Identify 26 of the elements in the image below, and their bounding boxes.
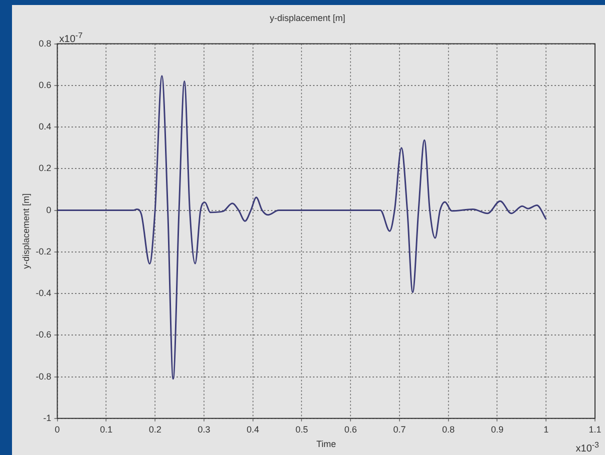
- line-series: [57, 75, 547, 380]
- y-tick-label: 0.4: [38, 122, 52, 132]
- y-tick-label: 0.8: [38, 38, 52, 48]
- y-tick-label: -0.4: [36, 288, 52, 298]
- y-tick-label: 0.6: [38, 80, 52, 90]
- x-axis-title: Time: [316, 439, 336, 450]
- x-tick-label: 0.8: [442, 424, 455, 434]
- x-tick-label: 0.3: [198, 424, 210, 434]
- x-tick-label: 0.1: [100, 424, 112, 434]
- y-tick-label: -0.2: [36, 246, 52, 256]
- x-tick-label: 1: [544, 424, 549, 434]
- x-tick-label: 1.1: [588, 424, 602, 434]
- y-tick-label: -0.8: [36, 371, 52, 382]
- chart-title: y-displacement [m]: [270, 12, 346, 23]
- x-tick-label: 0.2: [148, 424, 162, 434]
- y-tick-label: -1: [43, 412, 52, 423]
- x-tick-label: 0: [54, 424, 60, 434]
- x-tick-label: 0.6: [344, 424, 357, 434]
- x-tick-label: 0.9: [490, 424, 504, 434]
- x-tick-label: 0.7: [393, 424, 406, 434]
- x-tick-label: 0.5: [295, 424, 308, 434]
- y-axis-title: y-displacement [m]: [20, 193, 31, 269]
- y-tick-label: -0.6: [36, 330, 52, 340]
- y-tick-label: 0: [46, 204, 52, 215]
- x-tick-label: 0.4: [246, 424, 260, 434]
- y-tick-label: 0.2: [38, 163, 52, 174]
